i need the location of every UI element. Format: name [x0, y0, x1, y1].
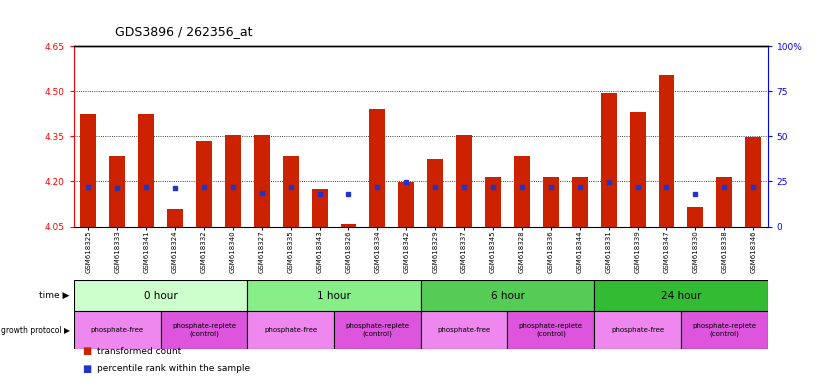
Bar: [456, 135, 472, 227]
Text: ■: ■: [82, 364, 91, 374]
Bar: [312, 189, 328, 227]
Text: 6 hour: 6 hour: [490, 291, 525, 301]
Bar: [334, 311, 421, 349]
Text: phosphate-replete
(control): phosphate-replete (control): [346, 323, 410, 337]
Text: phosphate-free: phosphate-free: [90, 327, 144, 333]
Text: 0 hour: 0 hour: [144, 291, 177, 301]
Text: growth protocol ▶: growth protocol ▶: [1, 326, 70, 335]
Bar: [658, 74, 674, 227]
Bar: [630, 112, 645, 227]
Bar: [196, 141, 212, 227]
Text: time ▶: time ▶: [39, 291, 70, 300]
Bar: [74, 280, 247, 311]
Bar: [427, 159, 443, 227]
Bar: [717, 177, 732, 227]
Text: phosphate-free: phosphate-free: [611, 327, 664, 333]
Bar: [80, 114, 96, 227]
Bar: [167, 209, 183, 227]
Bar: [369, 109, 385, 227]
Bar: [514, 156, 530, 227]
Text: ■: ■: [82, 346, 91, 356]
Bar: [421, 280, 594, 311]
Bar: [594, 280, 768, 311]
Bar: [594, 311, 681, 349]
Bar: [138, 114, 154, 227]
Bar: [681, 311, 768, 349]
Bar: [109, 156, 125, 227]
Bar: [247, 311, 334, 349]
Bar: [601, 93, 617, 227]
Bar: [341, 223, 356, 227]
Text: phosphate-replete
(control): phosphate-replete (control): [172, 323, 236, 337]
Text: percentile rank within the sample: percentile rank within the sample: [97, 364, 250, 373]
Bar: [687, 207, 704, 227]
Bar: [571, 177, 588, 227]
Bar: [254, 136, 270, 227]
Bar: [485, 177, 501, 227]
Text: phosphate-replete
(control): phosphate-replete (control): [519, 323, 583, 337]
Bar: [247, 280, 421, 311]
Bar: [507, 311, 594, 349]
Bar: [745, 137, 761, 227]
Bar: [161, 311, 247, 349]
Text: phosphate-free: phosphate-free: [438, 327, 491, 333]
Bar: [225, 135, 241, 227]
Bar: [74, 311, 161, 349]
Bar: [421, 311, 507, 349]
Text: phosphate-replete
(control): phosphate-replete (control): [692, 323, 756, 337]
Text: GDS3896 / 262356_at: GDS3896 / 262356_at: [115, 25, 252, 38]
Bar: [282, 156, 299, 227]
Bar: [543, 177, 559, 227]
Text: transformed count: transformed count: [97, 347, 181, 356]
Bar: [398, 182, 415, 227]
Text: 24 hour: 24 hour: [661, 291, 701, 301]
Text: 1 hour: 1 hour: [317, 291, 351, 301]
Text: phosphate-free: phosphate-free: [264, 327, 317, 333]
